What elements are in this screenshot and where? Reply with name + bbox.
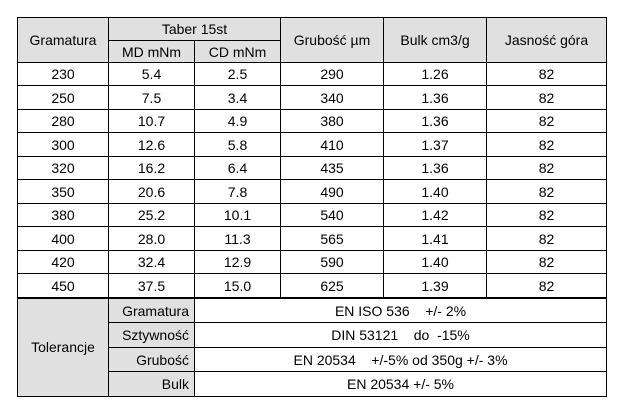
cell-md: 37.5 bbox=[108, 273, 195, 299]
header-jasnosc: Jasność góra bbox=[486, 17, 607, 63]
cell-md: 16.2 bbox=[108, 155, 195, 181]
cell-md: 7.5 bbox=[108, 85, 195, 110]
cell-md: 20.6 bbox=[108, 179, 195, 204]
cell-md: 32.4 bbox=[108, 249, 195, 275]
cell-grubosc: 540 bbox=[280, 202, 384, 228]
cell-bulk: 1.40 bbox=[383, 179, 487, 204]
cell-md: 12.6 bbox=[108, 132, 195, 157]
cell-grubosc: 340 bbox=[280, 85, 384, 110]
cell-bulk: 1.40 bbox=[383, 249, 487, 275]
cell-bulk: 1.37 bbox=[383, 132, 487, 157]
header-taber: Taber 15st bbox=[108, 17, 281, 41]
tolerance-row: Grubość EN 20534 +/-5% od 350g +/- 3% bbox=[18, 346, 607, 373]
cell-grubosc: 435 bbox=[280, 155, 384, 181]
tolerance-value: EN 20534 +/-5% od 350g +/- 3% bbox=[194, 346, 607, 373]
tolerance-value: EN 20534 +/- 5% bbox=[194, 371, 607, 397]
cell-cd: 12.9 bbox=[194, 249, 281, 275]
cell-gramatura: 280 bbox=[17, 108, 109, 134]
header-grubosc: Grubość µm bbox=[280, 17, 384, 63]
cell-md: 5.4 bbox=[108, 61, 195, 87]
cell-gramatura: 320 bbox=[17, 155, 109, 181]
cell-grubosc: 290 bbox=[280, 61, 384, 87]
table-row: 250 7.5 3.4 340 1.36 82 bbox=[17, 85, 607, 110]
cell-gramatura: 350 bbox=[17, 179, 109, 204]
tolerance-value: DIN 53121 do -15% bbox=[194, 322, 607, 348]
tolerance-row: Sztywność DIN 53121 do -15% bbox=[18, 322, 607, 348]
tolerances-label: Tolerancje bbox=[17, 296, 109, 397]
cell-cd: 15.0 bbox=[194, 273, 281, 299]
tolerances-section: Tolerancje Gramatura EN ISO 536 +/- 2% S… bbox=[17, 296, 607, 397]
tolerance-name: Bulk bbox=[108, 371, 195, 397]
tolerance-value: EN ISO 536 +/- 2% bbox=[194, 296, 607, 324]
cell-jasnosc: 82 bbox=[486, 249, 607, 275]
cell-jasnosc: 82 bbox=[486, 273, 607, 299]
cell-bulk: 1.36 bbox=[383, 108, 487, 134]
header-md: MD mNm bbox=[108, 40, 195, 63]
cell-jasnosc: 82 bbox=[486, 226, 607, 251]
cell-cd: 11.3 bbox=[194, 226, 281, 251]
cell-md: 25.2 bbox=[108, 202, 195, 228]
cell-bulk: 1.39 bbox=[383, 273, 487, 299]
paper-spec-table: Gramatura Taber 15st Grubość µm Bulk cm3… bbox=[17, 17, 607, 397]
tolerance-name: Sztywność bbox=[108, 322, 195, 348]
cell-bulk: 1.42 bbox=[383, 202, 487, 228]
cell-gramatura: 420 bbox=[17, 249, 109, 275]
cell-md: 10.7 bbox=[108, 108, 195, 134]
cell-grubosc: 380 bbox=[280, 108, 384, 134]
cell-jasnosc: 82 bbox=[486, 202, 607, 228]
cell-gramatura: 450 bbox=[17, 273, 109, 299]
table-row: 450 37.5 15.0 625 1.39 82 bbox=[17, 273, 607, 299]
cell-md: 28.0 bbox=[108, 226, 195, 251]
header-cd: CD mNm bbox=[194, 40, 281, 63]
cell-jasnosc: 82 bbox=[486, 179, 607, 204]
table-row: 230 5.4 2.5 290 1.26 82 bbox=[17, 61, 607, 87]
cell-grubosc: 490 bbox=[280, 179, 384, 204]
cell-jasnosc: 82 bbox=[486, 155, 607, 181]
cell-grubosc: 410 bbox=[280, 132, 384, 157]
table-row: 400 28.0 11.3 565 1.41 82 bbox=[17, 226, 607, 251]
cell-cd: 2.5 bbox=[194, 61, 281, 87]
cell-bulk: 1.26 bbox=[383, 61, 487, 87]
table-row: 280 10.7 4.9 380 1.36 82 bbox=[17, 108, 607, 134]
cell-grubosc: 565 bbox=[280, 226, 384, 251]
cell-gramatura: 380 bbox=[17, 202, 109, 228]
cell-jasnosc: 82 bbox=[486, 61, 607, 87]
header-gramatura: Gramatura bbox=[17, 17, 109, 63]
cell-bulk: 1.41 bbox=[383, 226, 487, 251]
cell-grubosc: 590 bbox=[280, 249, 384, 275]
tolerance-name: Gramatura bbox=[108, 296, 195, 324]
cell-bulk: 1.36 bbox=[383, 155, 487, 181]
data-rows: 230 5.4 2.5 290 1.26 82 250 7.5 3.4 340 1.36 82 280 1… bbox=[17, 61, 607, 299]
header-bulk: Bulk cm3/g bbox=[383, 17, 487, 63]
cell-cd: 10.1 bbox=[194, 202, 281, 228]
cell-gramatura: 250 bbox=[17, 85, 109, 110]
cell-gramatura: 400 bbox=[17, 226, 109, 251]
cell-cd: 7.8 bbox=[194, 179, 281, 204]
table-row: 300 12.6 5.8 410 1.37 82 bbox=[17, 132, 607, 157]
cell-jasnosc: 82 bbox=[486, 108, 607, 134]
cell-bulk: 1.36 bbox=[383, 85, 487, 110]
cell-grubosc: 625 bbox=[280, 273, 384, 299]
table-row: 350 20.6 7.8 490 1.40 82 bbox=[17, 179, 607, 204]
cell-gramatura: 230 bbox=[17, 61, 109, 87]
cell-gramatura: 300 bbox=[17, 132, 109, 157]
cell-cd: 3.4 bbox=[194, 85, 281, 110]
table-row: 320 16.2 6.4 435 1.36 82 bbox=[17, 155, 607, 181]
tolerance-name: Grubość bbox=[108, 346, 195, 373]
cell-jasnosc: 82 bbox=[486, 132, 607, 157]
tolerance-row: Bulk EN 20534 +/- 5% bbox=[18, 371, 607, 397]
cell-cd: 5.8 bbox=[194, 132, 281, 157]
tolerance-row: Tolerancje Gramatura EN ISO 536 +/- 2% bbox=[17, 296, 607, 397]
cell-cd: 6.4 bbox=[194, 155, 281, 181]
cell-cd: 4.9 bbox=[194, 108, 281, 134]
cell-jasnosc: 82 bbox=[486, 85, 607, 110]
table-row: 380 25.2 10.1 540 1.42 82 bbox=[17, 202, 607, 228]
table-row: 420 32.4 12.9 590 1.40 82 bbox=[17, 249, 607, 275]
